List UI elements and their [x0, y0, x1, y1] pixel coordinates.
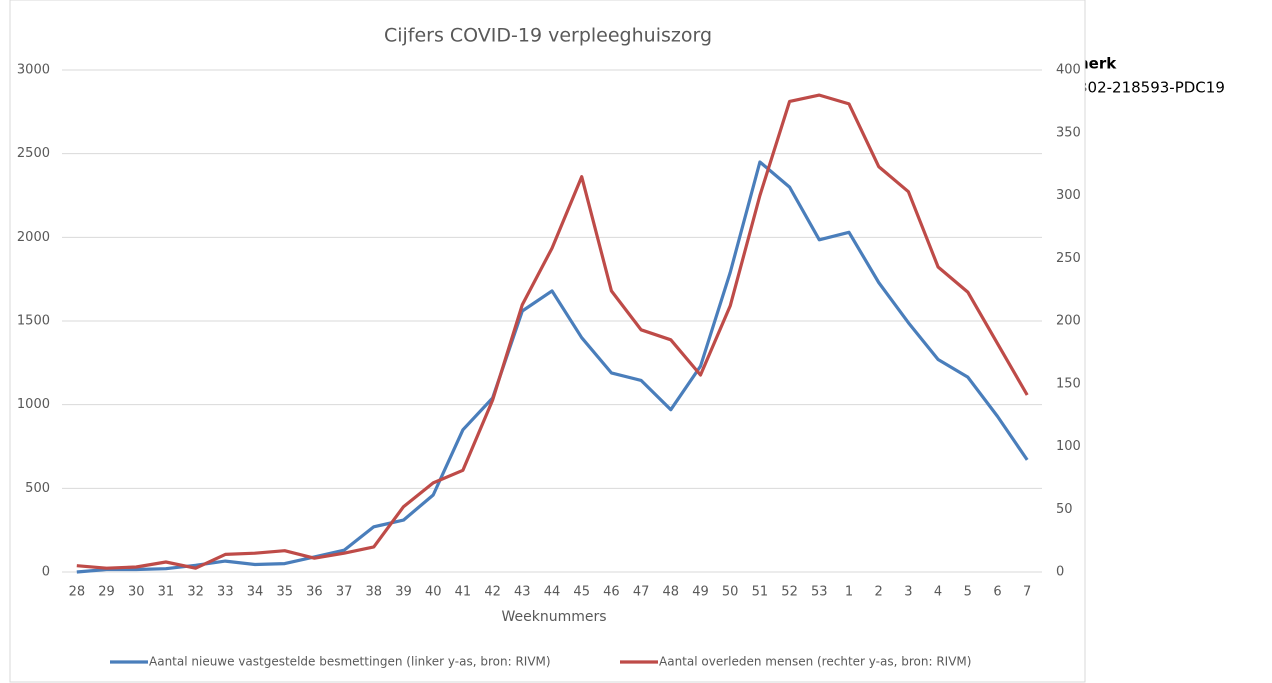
x-tick-label: 28: [69, 585, 86, 600]
y2-tick-label: 300: [1056, 188, 1081, 203]
x-tick-label: 38: [366, 585, 383, 600]
y2-tick-label: 250: [1056, 251, 1081, 266]
x-tick-label: 48: [663, 585, 680, 600]
y2-tick-label: 100: [1056, 439, 1081, 454]
x-tick-label: 33: [217, 585, 234, 600]
x-tick-label: 31: [158, 585, 175, 600]
x-tick-label: 32: [187, 585, 204, 600]
legend-label: Aantal overleden mensen (rechter y-as, b…: [659, 655, 971, 669]
y2-tick-label: 50: [1056, 502, 1073, 517]
y-tick-label: 500: [25, 481, 50, 496]
y2-tick-label: 350: [1056, 125, 1081, 140]
x-tick-label: 44: [544, 585, 561, 600]
y-tick-label: 1000: [17, 397, 50, 412]
x-tick-label: 45: [573, 585, 590, 600]
x-tick-label: 29: [98, 585, 115, 600]
series-line: [76, 93, 1029, 570]
y-tick-label: 2000: [17, 230, 50, 245]
x-tick-label: 53: [811, 585, 828, 600]
y-tick-label: 2500: [17, 146, 50, 161]
x-tick-label: 52: [781, 585, 798, 600]
background-text: 302-218593-PDC19: [1078, 79, 1225, 97]
x-tick-label: 36: [306, 585, 323, 600]
x-tick-label: 42: [484, 585, 501, 600]
x-tick-label: 30: [128, 585, 145, 600]
y2-tick-label: 0: [1056, 565, 1064, 580]
y2-tick-label: 150: [1056, 376, 1081, 391]
y-tick-label: 0: [42, 565, 50, 580]
x-tick-label: 43: [514, 585, 531, 600]
x-tick-label: 50: [722, 585, 739, 600]
y2-tick-label: 200: [1056, 314, 1081, 329]
x-tick-label: 2: [875, 585, 883, 600]
x-tick-label: 3: [904, 585, 912, 600]
x-tick-label: 39: [395, 585, 412, 600]
x-tick-label: 4: [934, 585, 942, 600]
x-tick-label: 34: [247, 585, 264, 600]
x-tick-label: 7: [1023, 585, 1031, 600]
x-tick-label: 37: [336, 585, 353, 600]
chart-title: Cijfers COVID-19 verpleeghuiszorg: [384, 25, 712, 47]
x-tick-label: 6: [993, 585, 1001, 600]
y-tick-label: 1500: [17, 314, 50, 329]
x-tick-label: 35: [276, 585, 293, 600]
x-tick-label: 1: [845, 585, 853, 600]
y-tick-label: 3000: [17, 63, 50, 78]
series-line: [76, 160, 1029, 574]
background-text: nerk: [1078, 55, 1117, 73]
x-tick-label: 51: [752, 585, 769, 600]
x-axis-title: Weeknummers: [501, 609, 606, 625]
x-tick-label: 41: [455, 585, 472, 600]
x-tick-label: 47: [633, 585, 650, 600]
x-tick-label: 49: [692, 585, 709, 600]
legend-label: Aantal nieuwe vastgestelde besmettingen …: [149, 655, 551, 669]
y2-tick-label: 400: [1056, 63, 1081, 78]
x-tick-label: 5: [964, 585, 972, 600]
x-tick-label: 40: [425, 585, 442, 600]
x-tick-label: 46: [603, 585, 620, 600]
